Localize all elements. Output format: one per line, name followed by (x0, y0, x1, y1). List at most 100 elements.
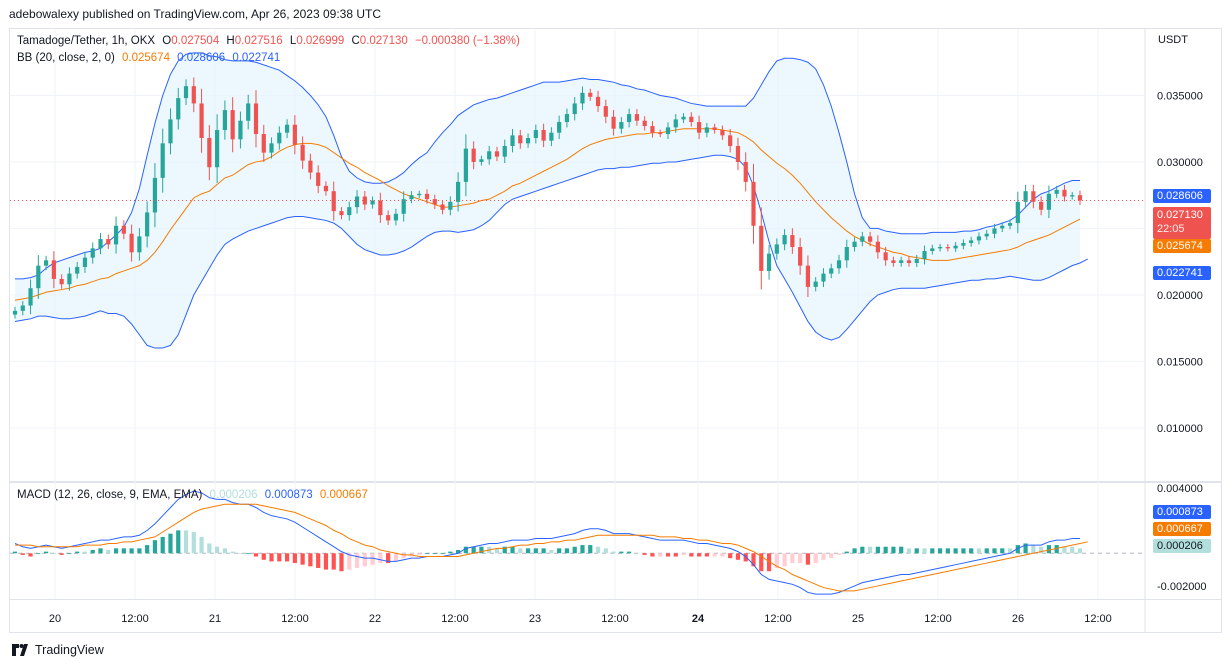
candle-body (1015, 201, 1020, 224)
time-tick-label: 12:00 (601, 613, 629, 625)
macd-histogram-bar (432, 553, 437, 555)
candle-body (541, 130, 546, 141)
macd-histogram-bar (992, 548, 997, 554)
macd-histogram-bar (642, 553, 647, 555)
time-tick-label: 22 (369, 613, 381, 625)
candle-body (875, 241, 880, 253)
candle-body (533, 130, 538, 139)
candle-body (362, 196, 367, 205)
candle-body (930, 248, 935, 252)
time-tick-label: 25 (852, 613, 864, 625)
macd-histogram-bar (191, 532, 196, 554)
macd-histogram-bar (347, 553, 352, 570)
candle-body (448, 201, 453, 210)
bb-upper-tag: 0.028606 (1153, 189, 1211, 203)
candle-body (308, 160, 313, 173)
macd-histogram-bar (417, 553, 422, 555)
candle-body (176, 98, 181, 120)
candle-body (207, 138, 212, 168)
low-label: L (289, 35, 297, 47)
macd-histogram-bar (1039, 546, 1044, 554)
candle-body (393, 213, 399, 221)
macd-histogram-bar (339, 553, 344, 572)
candle-body (852, 241, 857, 248)
macd-tick-label: 0.004000 (1157, 483, 1203, 495)
macd-histogram-bar (113, 548, 119, 554)
bb-legend: BB (20, close, 2, 0) 0.025674 0.028606 0… (17, 52, 284, 64)
macd-histogram-bar (580, 545, 585, 554)
candle-body (922, 251, 927, 259)
tradingview-footer[interactable]: TradingView (12, 643, 104, 657)
candle-body (191, 86, 196, 104)
macd-histogram-bar (292, 553, 297, 564)
macd-histogram-bar (331, 553, 336, 570)
tradingview-brand: TradingView (35, 643, 104, 657)
macd-histogram-bar (860, 546, 865, 554)
candle-body (580, 92, 585, 104)
macd-histogram-bar (168, 533, 173, 554)
candle-body (253, 103, 259, 135)
macd-histogram-bar (696, 553, 702, 557)
macd-histogram-bar (207, 543, 212, 554)
candle-body (440, 204, 445, 210)
macd-histogram-bar (300, 553, 305, 565)
macd-histogram-bar (533, 548, 538, 554)
change-value: −0.000380 (−1.38%) (414, 35, 520, 47)
price-tick-label: 0.015000 (1157, 356, 1203, 368)
macd-histogram-bar (386, 553, 391, 564)
macd-histogram-bar (75, 551, 80, 554)
macd-histogram-bar (673, 553, 678, 557)
macd-histogram-bar (759, 553, 764, 572)
tradingview-logo-icon (12, 644, 28, 656)
candle-body (59, 278, 64, 285)
price-tick-label: 0.030000 (1157, 157, 1203, 169)
time-tick-label: 12:00 (121, 613, 149, 625)
macd-histogram-bar (510, 546, 515, 554)
candle-body (261, 134, 266, 153)
candle-body (844, 247, 849, 261)
macd-histogram-bar (323, 553, 329, 570)
candle-body (914, 258, 919, 263)
macd-histogram-bar (634, 553, 639, 555)
macd-histogram-bar (1000, 548, 1005, 554)
time-tick-label: 12:00 (441, 613, 469, 625)
macd-histogram-bar (720, 553, 725, 557)
candle-body (331, 191, 336, 212)
candle-body (502, 145, 507, 157)
macd-histogram-bar (782, 553, 787, 567)
candle-body (976, 236, 982, 241)
macd-histogram-bar (106, 549, 111, 554)
macd-histogram-bar (588, 545, 593, 554)
candle-body (152, 177, 158, 213)
candle-body (199, 103, 204, 139)
macd-histogram-bar (868, 546, 873, 554)
macd-histogram-bar (502, 546, 507, 554)
macd-histogram-bar (961, 548, 966, 554)
macd-histogram-bar (595, 546, 601, 554)
macd-histogram-bar (914, 548, 919, 554)
candle-body (246, 103, 251, 121)
candle-body (673, 119, 678, 128)
candle-body (137, 236, 142, 253)
macd-histogram-bar (564, 548, 570, 554)
macd-histogram-bar (1054, 545, 1059, 554)
candle-body (961, 243, 966, 246)
candle-body (665, 127, 671, 135)
time-axis[interactable] (9, 600, 1222, 633)
macd-histogram-bar (611, 551, 616, 554)
macd-histogram-bar (976, 548, 982, 554)
candle-body (129, 233, 134, 253)
macd-histogram-bar (805, 553, 811, 565)
macd-line-tag: 0.000873 (1153, 505, 1211, 519)
macd-histogram-bar (953, 548, 958, 554)
time-tick-label: 12:00 (764, 613, 792, 625)
candle-body (370, 200, 375, 205)
macd-histogram-bar (572, 546, 577, 554)
time-tick-label: 24 (692, 613, 705, 625)
macd-histogram-bar (899, 546, 904, 554)
macd-hist-value: 0.000206 (209, 489, 258, 501)
macd-histogram-bar (603, 548, 608, 554)
bb-lower-tag: 0.022741 (1153, 266, 1211, 280)
candle-body (51, 260, 56, 279)
